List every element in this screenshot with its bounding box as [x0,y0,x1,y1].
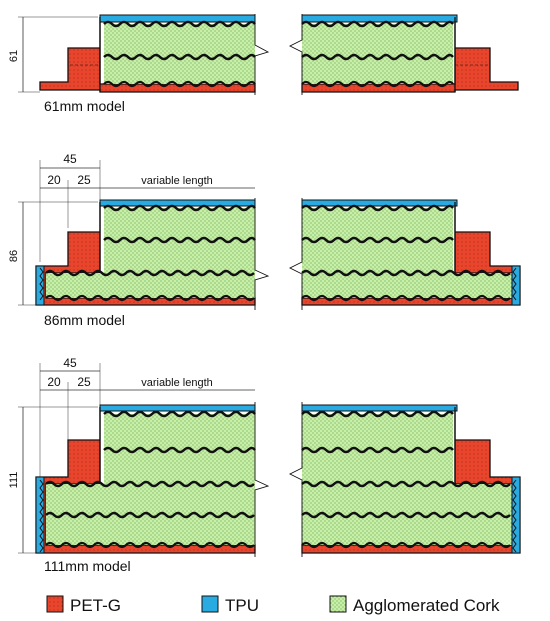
legend-item-petg: PET-G [46,595,121,615]
panel-61-left [39,14,270,95]
cork-base-86-right [302,273,512,298]
dim-variable-86: variable length [141,175,213,187]
dim-total-86: 45 [63,152,77,166]
cork-base-86-left [46,273,255,298]
model-label-61: 61mm model [44,98,125,114]
cork-core-61-left [104,24,255,84]
tpu-side-111-right [511,476,521,554]
dim-second-86: 25 [77,173,91,187]
panel-86-left [35,198,270,310]
height-label-86: 86 [8,250,20,262]
dim-variable-111: variable length [141,377,213,389]
legend-swatch-petg [46,595,64,613]
tpu-side-86-right [511,265,521,306]
dim-total-111: 45 [63,356,77,370]
height-label-111: 111 [8,472,20,489]
legend-label-tpu: TPU [225,596,259,615]
dim-second-111: 25 [77,375,91,389]
tpu-side-111-left [35,476,45,554]
dim-first-111: 20 [47,375,61,389]
model-111mm-group: 45 20 25 variable length 111 [8,356,521,574]
panel-111-left [35,402,270,557]
legend-item-tpu: TPU [201,595,259,615]
height-label-61: 61 [8,50,20,62]
legend-label-cork: Agglomerated Cork [353,596,500,615]
model-86mm-group: 45 20 25 variable length 86 [8,152,521,328]
model-label-111: 111mm model [44,558,131,574]
legend-swatch-tpu [201,595,219,613]
legend-swatch-cork [329,595,347,613]
legend-label-petg: PET-G [70,596,121,615]
tpu-side-86-left [35,265,45,306]
tpu-top-111-left [99,404,256,412]
cork-core-111-right [302,414,453,484]
model-61mm-group: 61 61mm model [8,14,519,114]
panel-111-right [288,402,521,557]
legend-item-cork: Agglomerated Cork [329,595,500,615]
tpu-top-111-right [301,404,458,412]
dim-first-86: 20 [47,173,61,187]
model-label-86: 86mm model [44,312,125,328]
panel-61-right [288,14,519,95]
legend: PET-G TPU Agglomerated Cork [46,595,500,615]
cork-core-111-left [104,414,255,484]
cork-core-61-right [302,24,453,84]
panel-86-right [288,198,521,310]
